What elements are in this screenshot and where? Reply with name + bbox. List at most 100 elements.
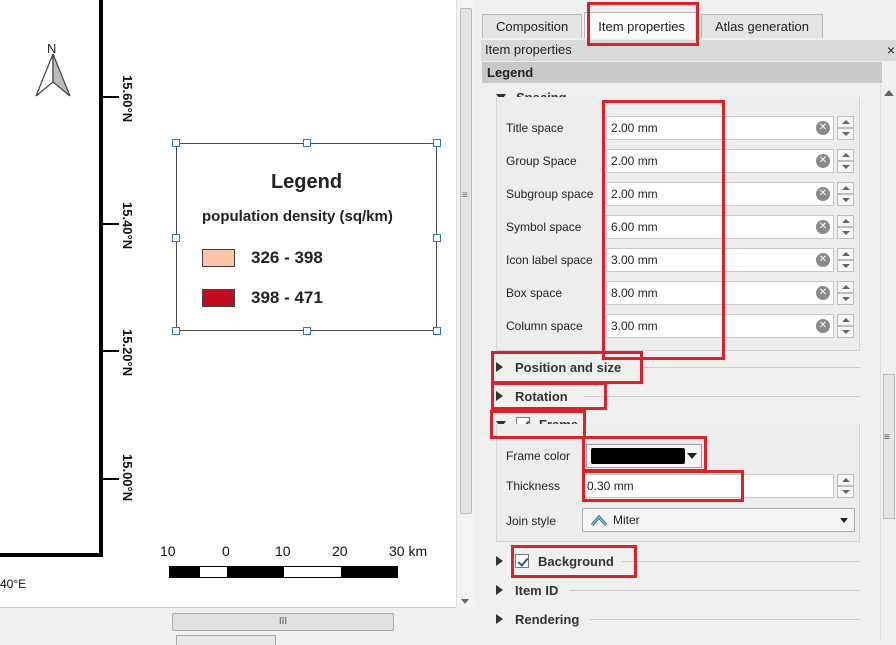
background-checkbox[interactable] [515, 554, 529, 568]
resize-handle[interactable] [303, 327, 311, 335]
spin-buttons[interactable] [837, 474, 854, 498]
spin-down-icon[interactable] [837, 486, 854, 498]
spin-down-icon[interactable] [837, 227, 854, 239]
group-divider [622, 561, 860, 562]
map-canvas[interactable]: N 15.60°N 15.40°N 15.20°N 15.00°N 40°E L… [0, 0, 456, 607]
spin-buttons[interactable] [837, 116, 854, 140]
field-label: Title space [506, 121, 564, 135]
group-space-input[interactable]: 2.00 mm ✕ [606, 149, 834, 173]
field-label: Icon label space [506, 253, 593, 267]
close-icon[interactable]: × [886, 42, 895, 58]
column-space-input[interactable]: 3.00 mm ✕ [606, 314, 834, 338]
group-title: Position and size [515, 359, 622, 375]
lat-label: 15.00°N [120, 454, 135, 502]
legend-entry: 326 - 398 [202, 248, 323, 268]
spin-buttons[interactable] [837, 281, 854, 305]
spin-down-icon[interactable] [837, 326, 854, 338]
spin-down-icon[interactable] [837, 128, 854, 140]
color-swatch [591, 448, 685, 464]
spin-up-icon[interactable] [837, 281, 854, 293]
group-divider [590, 619, 860, 620]
resize-handle[interactable] [433, 327, 441, 335]
symbol-space-input[interactable]: 6.00 mm ✕ [606, 215, 834, 239]
group-rendering-toggle[interactable]: Rendering [496, 609, 579, 629]
spin-buttons[interactable] [837, 248, 854, 272]
spin-up-icon[interactable] [837, 149, 854, 161]
lat-tick [103, 223, 119, 225]
tab-composition[interactable]: Composition [482, 14, 583, 38]
canvas-vertical-scrollbar[interactable] [456, 0, 474, 607]
spin-buttons[interactable] [837, 314, 854, 338]
lat-tick [103, 96, 119, 98]
icon-label-space-input[interactable]: 3.00 mm ✕ [606, 248, 834, 272]
scale-bar [169, 566, 398, 578]
resize-handle[interactable] [172, 139, 180, 147]
resize-handle[interactable] [433, 234, 441, 242]
miter-join-icon [591, 514, 607, 526]
group-background-toggle[interactable]: Background [496, 551, 614, 571]
legend-entry: 398 - 471 [202, 288, 323, 308]
legend-item[interactable]: Legend population density (sq/km) 326 - … [172, 139, 441, 335]
splitter-grip-icon[interactable]: ≡ [462, 190, 468, 201]
spin-down-icon[interactable] [837, 194, 854, 206]
bottom-tab[interactable] [176, 635, 276, 645]
scrollbar-thumb[interactable] [460, 8, 472, 514]
clear-icon[interactable]: ✕ [816, 187, 830, 201]
canvas-horizontal-scrollbar[interactable]: III [0, 607, 456, 645]
clear-icon[interactable]: ✕ [816, 319, 830, 333]
spin-down-icon[interactable] [837, 161, 854, 173]
lat-label: 15.60°N [120, 75, 135, 123]
tab-atlas-generation[interactable]: Atlas generation [700, 14, 823, 38]
scroll-grip-icon: ≡ [884, 432, 890, 443]
group-title: Background [538, 553, 614, 569]
tab-item-properties[interactable]: Item properties [584, 12, 699, 38]
resize-handle[interactable] [303, 139, 311, 147]
field-label: Group Space [506, 154, 577, 168]
resize-handle[interactable] [172, 234, 180, 242]
clear-icon[interactable]: ✕ [816, 154, 830, 168]
spin-buttons[interactable] [837, 215, 854, 239]
group-rotation-toggle[interactable]: Rotation [496, 386, 568, 406]
scroll-up-arrow-icon[interactable] [884, 90, 894, 96]
spin-up-icon[interactable] [837, 215, 854, 227]
subgroup-space-input[interactable]: 2.00 mm ✕ [606, 182, 834, 206]
resize-handle[interactable] [172, 327, 180, 335]
resize-handle[interactable] [433, 139, 441, 147]
scrollbar-thumb[interactable] [883, 374, 895, 519]
thickness-input[interactable]: 0.30 mm [582, 474, 834, 498]
lat-tick [103, 350, 119, 352]
dropdown-arrow-icon[interactable] [687, 453, 697, 459]
spin-buttons[interactable] [837, 182, 854, 206]
spin-up-icon[interactable] [837, 182, 854, 194]
group-divider [584, 396, 860, 397]
clear-icon[interactable]: ✕ [816, 121, 830, 135]
field-label: Symbol space [506, 220, 582, 234]
clear-icon[interactable]: ✕ [816, 286, 830, 300]
spin-up-icon[interactable] [837, 474, 854, 486]
spin-buttons[interactable] [837, 149, 854, 173]
clear-icon[interactable]: ✕ [816, 253, 830, 267]
dropdown-arrow-icon[interactable] [840, 518, 848, 523]
expand-arrow-icon [496, 391, 503, 401]
scroll-down-arrow-icon[interactable] [461, 599, 469, 604]
legend-entry-label: 326 - 398 [251, 248, 323, 267]
group-title: Rendering [515, 611, 580, 627]
box-space-input[interactable]: 8.00 mm ✕ [606, 281, 834, 305]
title-space-input[interactable]: 2.00 mm ✕ [606, 116, 834, 140]
join-style-label: Join style [506, 514, 557, 528]
spin-up-icon[interactable] [837, 314, 854, 326]
spacing-row: Icon label space 3.00 mm ✕ [506, 245, 856, 275]
expand-arrow-icon [496, 556, 503, 566]
join-style-select[interactable]: Miter [582, 508, 855, 532]
group-item-id-toggle[interactable]: Item ID [496, 580, 558, 600]
spin-down-icon[interactable] [837, 293, 854, 305]
scrollbar-thumb[interactable]: III [172, 613, 394, 631]
spin-up-icon[interactable] [837, 248, 854, 260]
group-position-size-toggle[interactable]: Position and size [496, 357, 621, 377]
spin-down-icon[interactable] [837, 260, 854, 272]
clear-icon[interactable]: ✕ [816, 220, 830, 234]
frame-color-button[interactable] [586, 444, 702, 468]
panel-scrollbar[interactable]: ≡ [880, 84, 896, 640]
thickness-row: Thickness 0.30 mm [506, 471, 856, 501]
spin-up-icon[interactable] [837, 116, 854, 128]
